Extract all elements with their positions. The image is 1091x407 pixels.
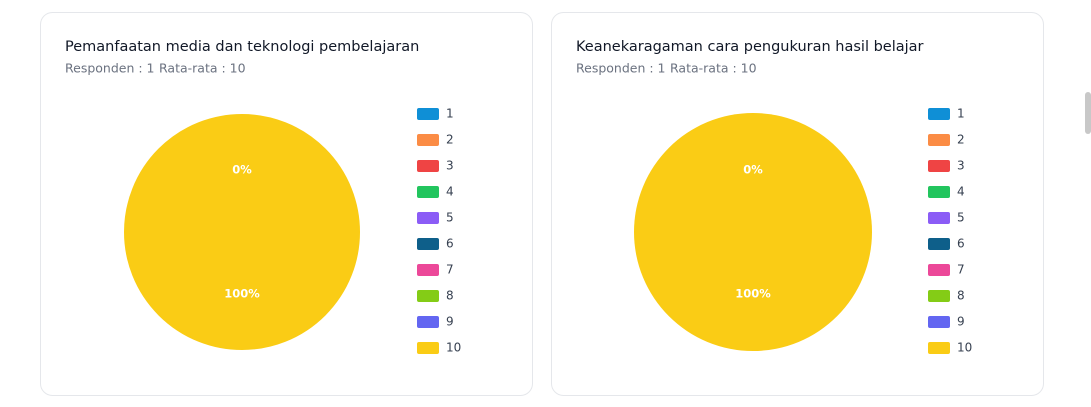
legend-swatch [417, 160, 439, 172]
legend-swatch [928, 342, 950, 354]
legend-swatch [417, 134, 439, 146]
legend-label: 3 [957, 159, 965, 173]
legend-label: 7 [446, 263, 454, 277]
legend-label: 1 [446, 107, 454, 121]
legend-label: 2 [957, 133, 965, 147]
legend-swatch [928, 316, 950, 328]
legend-swatch [928, 186, 950, 198]
legend-label: 9 [957, 315, 965, 329]
legend-swatch [417, 316, 439, 328]
legend-label: 10 [446, 341, 461, 355]
legend-label: 6 [957, 237, 965, 251]
legend-label: 8 [446, 289, 454, 303]
legend-label: 5 [957, 211, 965, 225]
average: Rata-rata : 10 [670, 61, 757, 76]
data-label: 100% [735, 286, 771, 300]
chart-title: Pemanfaatan media dan teknologi pembelaj… [65, 39, 419, 55]
legend-swatch [928, 264, 950, 276]
legend-label: 10 [957, 341, 972, 355]
legend-swatch [417, 342, 439, 354]
pie-slice [634, 113, 872, 351]
respondents: Responden : 1 [65, 61, 155, 76]
legend-swatch [417, 108, 439, 120]
legend-swatch [417, 212, 439, 224]
data-label: 100% [224, 286, 260, 300]
legend-swatch [928, 290, 950, 302]
data-label: 0% [232, 163, 252, 177]
legend-label: 4 [446, 185, 454, 199]
average: Rata-rata : 10 [159, 61, 246, 76]
legend-swatch [417, 290, 439, 302]
legend-label: 9 [446, 315, 454, 329]
chart-title: Keanekaragaman cara pengukuran hasil bel… [576, 39, 924, 55]
legend-label: 4 [957, 185, 965, 199]
legend-label: 1 [957, 107, 965, 121]
respondents: Responden : 1 [576, 61, 666, 76]
legend-swatch [928, 212, 950, 224]
data-label: 0% [743, 163, 763, 177]
legend-label: 7 [957, 263, 965, 277]
legend-swatch [928, 108, 950, 120]
legend-label: 5 [446, 211, 454, 225]
legend-swatch [417, 186, 439, 198]
legend-swatch [417, 264, 439, 276]
scrollbar[interactable] [1085, 92, 1091, 134]
legend-label: 2 [446, 133, 454, 147]
legend-swatch [928, 238, 950, 250]
legend-label: 8 [957, 289, 965, 303]
pie-slice [122, 112, 362, 352]
legend-swatch [928, 134, 950, 146]
legend-label: 3 [446, 159, 454, 173]
legend-swatch [417, 238, 439, 250]
legend-label: 6 [446, 237, 454, 251]
legend-swatch [928, 160, 950, 172]
